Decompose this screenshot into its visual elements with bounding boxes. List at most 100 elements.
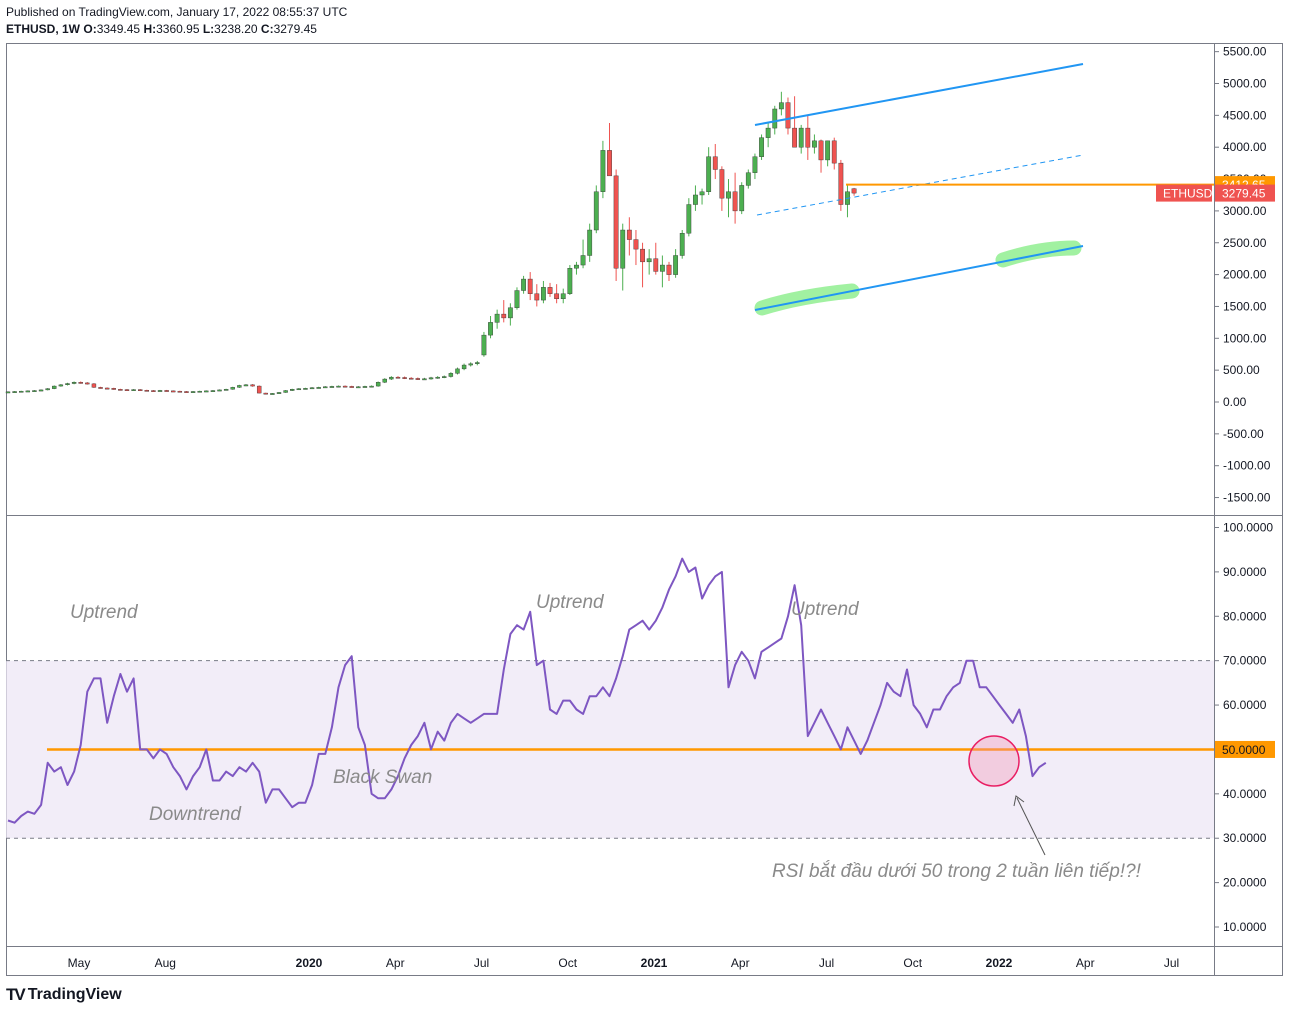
symbol-label[interactable]: ETHUSD, 1W: [6, 22, 81, 36]
candle-body: [369, 385, 374, 388]
candle-body: [507, 307, 513, 319]
candle-body: [210, 390, 216, 392]
open-value: 3349.45: [96, 22, 141, 36]
candle-body: [442, 376, 447, 378]
time-tick-label: 2020: [296, 956, 323, 970]
candle-body: [389, 376, 394, 380]
candle-body: [739, 185, 745, 212]
time-tick-label: Jul: [474, 956, 489, 970]
candle-body: [468, 363, 473, 366]
candle-body: [659, 264, 665, 272]
candle-body: [706, 156, 712, 192]
candle-body: [745, 172, 751, 186]
candle-body: [461, 364, 467, 370]
candle-body: [785, 102, 791, 129]
price-axis[interactable]: 5500.005000.004500.004000.003500.003000.…: [1214, 45, 1271, 505]
tradingview-logo-icon: TV: [6, 985, 26, 1004]
candle-body: [527, 278, 533, 294]
candle-body: [554, 293, 560, 300]
label-downtrend[interactable]: Downtrend: [149, 804, 242, 825]
rsi-line[interactable]: [7, 557, 1047, 824]
candle-body: [237, 385, 242, 388]
low-value: 3238.20: [214, 22, 258, 36]
candle-body: [765, 127, 771, 138]
annotation-arrow[interactable]: [1016, 797, 1046, 856]
rsi-tick-label: 90.0000: [1223, 565, 1267, 579]
rsi-axis[interactable]: 100.0000 90.0000 80.0000 70.0000 60.0000 50.0…: [1214, 521, 1273, 935]
rsi-level-tag: [1215, 740, 1275, 758]
channel-upper-line[interactable]: [754, 63, 1084, 126]
time-tick-label: Apr: [1076, 956, 1095, 970]
candle-body: [356, 386, 361, 389]
candle-body: [620, 229, 626, 269]
candle-body: [71, 382, 77, 384]
candle-body: [560, 293, 566, 300]
time-tick-label: Apr: [731, 956, 750, 970]
time-tick-label: Jul: [819, 956, 834, 970]
candle-body: [666, 264, 672, 275]
rsi-tick-label: 40.0000: [1223, 787, 1267, 801]
last-price-text: 3279.45: [1222, 187, 1266, 201]
candle-body: [137, 389, 143, 391]
candle-body: [32, 390, 37, 392]
candle-body: [580, 255, 586, 266]
annotation-arrow-head: [1013, 795, 1025, 807]
rsi-tick-label: 10.0000: [1223, 920, 1267, 934]
candle-body: [838, 162, 844, 205]
candle-body: [342, 385, 348, 388]
symbol-badge-text: ETHUSD: [1163, 187, 1213, 201]
close-value: 3279.45: [273, 22, 317, 36]
high-label: H:: [143, 22, 157, 36]
time-axis[interactable]: May Aug 2020 Apr Jul Oct 2021 Apr Jul Oct 2022 Apr J…: [68, 956, 1180, 970]
rsi-tick-label: 80.0000: [1223, 609, 1267, 623]
candle-body: [488, 322, 493, 336]
candle-body: [329, 386, 335, 388]
price-tick-label: 3000.00: [1223, 204, 1267, 218]
candle-body: [91, 383, 97, 388]
candle-body: [38, 389, 44, 392]
rsi-tick-label: 60.0000: [1223, 698, 1267, 712]
time-tick-label: 2021: [641, 956, 668, 970]
candle-body: [276, 392, 282, 394]
candle-body: [65, 383, 70, 386]
candle-body: [131, 389, 136, 391]
candle-body: [428, 377, 434, 380]
label-uptrend-3[interactable]: Uptrend: [791, 599, 860, 620]
candle-body: [382, 378, 387, 383]
candle-body: [118, 389, 123, 391]
label-uptrend-2[interactable]: Uptrend: [536, 592, 605, 613]
candle-body: [409, 377, 414, 380]
price-tick-label: 0.00: [1223, 395, 1247, 409]
low-label: L:: [202, 22, 215, 36]
candle-body: [778, 102, 784, 110]
label-rsi-note[interactable]: RSI bắt đầu dưới 50 trong 2 tuần liên ti…: [772, 861, 1142, 882]
price-tick-label: 1500.00: [1223, 299, 1267, 313]
tradingview-brand[interactable]: TV TradingView: [6, 985, 122, 1005]
candle-body: [283, 390, 288, 393]
candle-body: [230, 387, 235, 390]
candle-body: [435, 376, 440, 379]
candle-body: [45, 388, 50, 391]
rsi-tick-label: 30.0000: [1223, 831, 1267, 845]
candle-body: [98, 387, 103, 389]
candle-body: [759, 137, 764, 157]
label-black-swan[interactable]: Black Swan: [333, 767, 432, 788]
candle-body: [256, 385, 262, 394]
channel-lower-line[interactable]: [754, 245, 1084, 311]
rsi-tick-label: 100.0000: [1223, 521, 1273, 535]
rsi-highlight-circle[interactable]: [968, 735, 1020, 787]
candle-body: [157, 390, 163, 392]
candle-body: [270, 393, 275, 395]
candle-body: [475, 362, 480, 364]
price-tick-label: 500.00: [1223, 363, 1260, 377]
candle-body: [316, 387, 321, 389]
candle-body: [732, 191, 738, 212]
candle-body: [349, 386, 354, 388]
candle-body: [243, 384, 249, 387]
candle-body: [798, 127, 804, 148]
label-uptrend-1[interactable]: Uptrend: [70, 602, 139, 623]
candle-body: [640, 248, 645, 263]
price-tick-label: 4500.00: [1223, 108, 1267, 122]
candle-body: [85, 382, 90, 385]
